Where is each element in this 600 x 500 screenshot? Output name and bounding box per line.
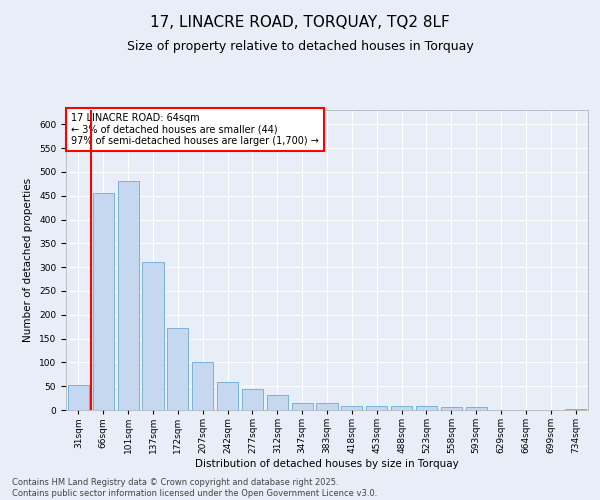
Bar bbox=[192, 362, 213, 410]
Bar bbox=[167, 328, 188, 410]
X-axis label: Distribution of detached houses by size in Torquay: Distribution of detached houses by size … bbox=[195, 459, 459, 469]
Bar bbox=[267, 395, 288, 410]
Bar bbox=[217, 382, 238, 410]
Bar bbox=[292, 404, 313, 410]
Bar bbox=[242, 389, 263, 410]
Bar bbox=[565, 408, 586, 410]
Y-axis label: Number of detached properties: Number of detached properties bbox=[23, 178, 34, 342]
Bar bbox=[341, 406, 362, 410]
Text: Contains HM Land Registry data © Crown copyright and database right 2025.
Contai: Contains HM Land Registry data © Crown c… bbox=[12, 478, 377, 498]
Bar bbox=[441, 406, 462, 410]
Text: Size of property relative to detached houses in Torquay: Size of property relative to detached ho… bbox=[127, 40, 473, 53]
Text: 17, LINACRE ROAD, TORQUAY, TQ2 8LF: 17, LINACRE ROAD, TORQUAY, TQ2 8LF bbox=[150, 15, 450, 30]
Bar bbox=[366, 406, 387, 410]
Bar bbox=[93, 193, 114, 410]
Bar bbox=[466, 406, 487, 410]
Bar bbox=[416, 406, 437, 410]
Bar bbox=[391, 406, 412, 410]
Bar bbox=[142, 262, 164, 410]
Bar bbox=[118, 182, 139, 410]
Bar bbox=[68, 385, 89, 410]
Text: 17 LINACRE ROAD: 64sqm
← 3% of detached houses are smaller (44)
97% of semi-deta: 17 LINACRE ROAD: 64sqm ← 3% of detached … bbox=[71, 113, 319, 146]
Bar bbox=[316, 404, 338, 410]
